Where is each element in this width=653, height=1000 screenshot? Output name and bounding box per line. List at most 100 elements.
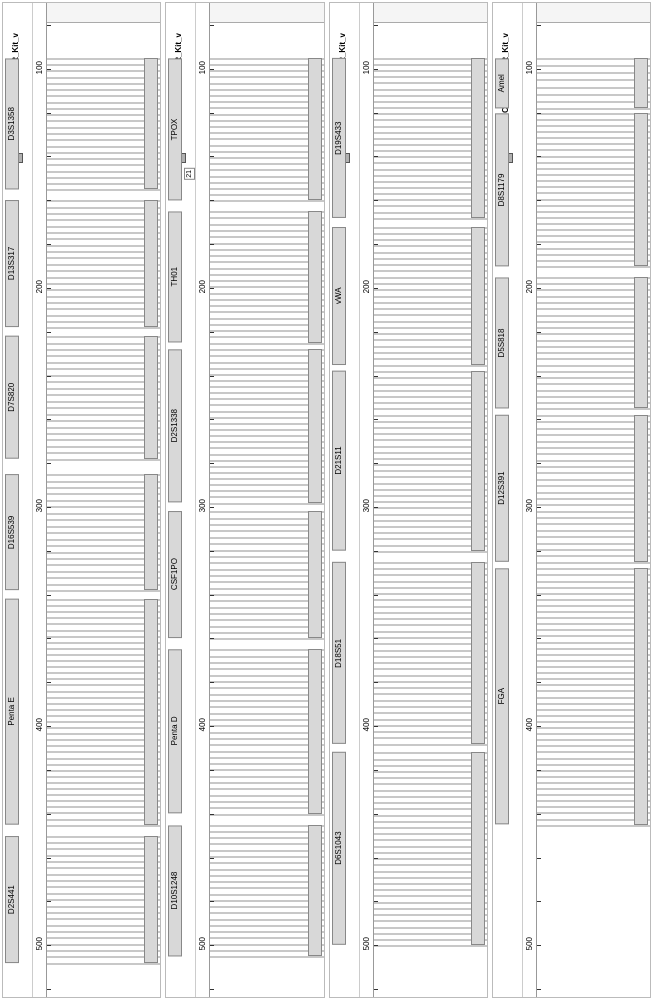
minor-tick [210,288,214,289]
ladder-band [374,618,487,620]
ladder-band [374,390,487,392]
ladder-band [537,703,650,705]
minor-tick [47,682,51,683]
ladder-band [374,150,487,152]
ladder-band [210,386,323,388]
ladder-band [374,846,487,848]
ladder-band [374,384,487,386]
minor-tick [374,288,378,289]
ladder-band [537,108,650,110]
axis-tick-label: 200 [35,280,44,293]
axis-tick-label: 400 [198,718,207,731]
axis-tick-label: 500 [198,937,207,950]
ladder-band [537,629,650,631]
minor-tick [537,989,541,990]
ladder-band [47,264,160,266]
ladder-band [210,126,323,128]
ladder-band [47,886,160,888]
ladder-band [210,632,323,634]
ladder-band [537,549,650,551]
ladder-band [374,606,487,608]
ladder-band [210,362,323,364]
ladder-band [210,261,323,263]
ladder-band [210,145,323,147]
ladder-band [210,503,323,505]
ladder-band [47,108,160,110]
ladder-band [47,289,160,291]
marker-range-strip [308,211,322,342]
ladder-band [47,296,160,298]
ladder-band [374,333,487,335]
ladder-band [374,358,487,360]
minor-tick [537,901,541,902]
minor-tick [374,376,378,377]
ladder-band [47,433,160,435]
ladder-band [374,70,487,72]
ladder-band [210,530,323,532]
ladder-band [47,459,160,461]
minor-tick [537,25,541,26]
ladder-band [47,937,160,939]
ladder-band [47,526,160,528]
marker-label-column: AGCU_EX22_STR_Kit_vTPOXTH01D2S1338CSF1PO… [166,3,196,997]
ladder-band [374,314,487,316]
ladder-band [47,751,160,753]
ladder-band [47,226,160,228]
ladder-band [210,550,323,552]
minor-tick [374,463,378,464]
ladder-band [210,107,323,109]
ladder-band [47,487,160,489]
minor-tick [374,507,378,508]
ladder-band [537,321,650,323]
minor-tick [47,200,51,201]
axis-tick-label: 300 [362,499,371,512]
ladder-band [47,171,160,173]
ladder-band [210,807,323,809]
ladder-band [537,447,650,449]
ladder-band [374,82,487,84]
ladder-band [47,343,160,345]
ladder-band [210,230,323,232]
minor-tick [210,507,214,508]
ladder-band [374,908,487,910]
marker-label-csf1po: CSF1PO [168,511,182,638]
minor-tick [47,25,51,26]
ladder-band [210,398,323,400]
ladder-band [537,217,650,219]
ladder-band [537,296,650,298]
ladder-band [210,243,323,245]
ladder-band [537,223,650,225]
ladder-band [537,574,650,576]
ladder-band [374,138,487,140]
ladder-band [374,64,487,66]
ladder-band [537,346,650,348]
ladder-band [374,144,487,146]
ladder-band [47,697,160,699]
marker-range-strip [144,599,158,825]
minor-tick [374,770,378,771]
ladder-band [537,568,650,570]
minor-tick [537,288,541,289]
ladder-band [374,101,487,103]
minor-tick [47,638,51,639]
ladder-band [374,802,487,804]
minor-tick [210,682,214,683]
ladder-band [210,417,323,419]
panel-green: AGCU_EX22_STR_Kit_vTPOXTH01D2S1338CSF1PO… [165,2,324,998]
panel-header [47,3,160,23]
minor-tick [374,25,378,26]
ladder-band [47,715,160,717]
ladder-band [537,58,650,60]
ladder-band [374,852,487,854]
ladder-band [47,654,160,656]
ladder-band [537,721,650,723]
ladder-band [210,556,323,558]
ladder-band [47,584,160,586]
ladder-band [374,321,487,323]
ladder-band [374,489,487,491]
ladder-band [537,511,650,513]
ladder-band [210,763,323,765]
ladder-band [47,388,160,390]
ladder-band [210,649,323,651]
ladder-band [537,739,650,741]
